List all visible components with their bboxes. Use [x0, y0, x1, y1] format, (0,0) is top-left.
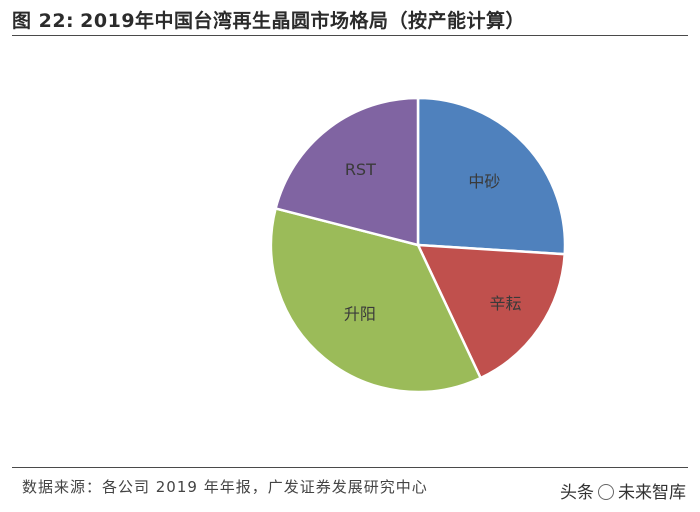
figure-title: 图 22: 2019年中国台湾再生晶圆市场格局（按产能计算） [12, 6, 525, 33]
watermark-prefix: 头条 [560, 483, 594, 503]
top-rule [12, 35, 688, 36]
pie-slice-label-4: RST [345, 160, 376, 179]
pie-slices [269, 96, 567, 394]
pie-slice-label-2: 辛耘 [490, 294, 522, 313]
pie-slice-1 [416, 96, 567, 256]
pie-slice-4 [274, 96, 420, 247]
pie-slice-label-3: 升阳 [344, 305, 376, 324]
figure-title-text: 2019年中国台湾再生晶圆市场格局（按产能计算） [80, 10, 526, 32]
watermark: 头条 未来智库 [560, 478, 686, 503]
bottom-rule [12, 467, 688, 468]
figure-number: 图 22: [12, 10, 75, 32]
source-note: 数据来源：各公司 2019 年年报，广发证券发展研究中心 [22, 478, 428, 496]
pie-slice-2 [415, 243, 567, 380]
watermark-name: 未来智库 [618, 483, 686, 503]
pie-slice-3 [269, 206, 483, 394]
pie-slice-label-1: 中砂 [468, 172, 500, 191]
at-icon [598, 484, 614, 500]
